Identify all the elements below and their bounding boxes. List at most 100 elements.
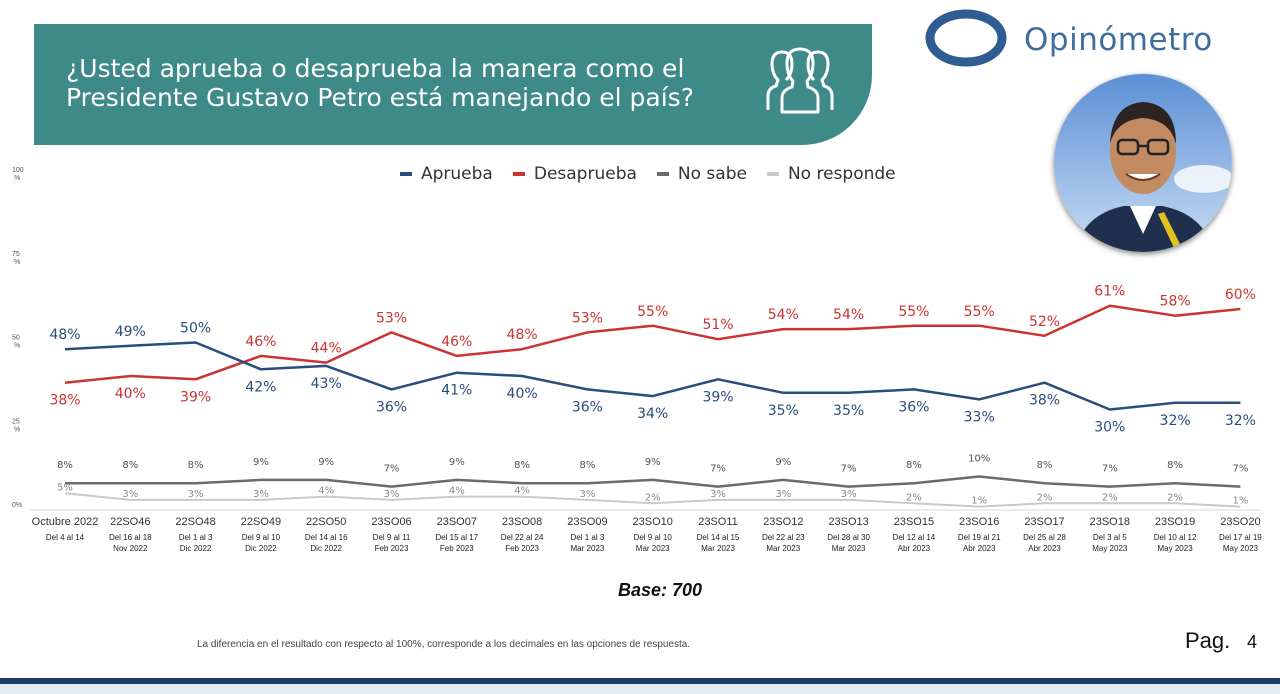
y-tick-label: 50%	[12, 335, 20, 350]
data-label-no-sabe: 8%	[1037, 460, 1053, 471]
data-label-aprueba: 32%	[1160, 413, 1191, 429]
x-sublabel: Del 10 al 12	[1154, 533, 1197, 542]
data-label-no-sabe: 10%	[968, 454, 990, 465]
data-label-aprueba: 36%	[572, 399, 603, 415]
data-label-no-responde: 3%	[253, 489, 269, 500]
x-sublabel: May 2023	[1223, 544, 1259, 553]
data-label-aprueba: 40%	[507, 386, 538, 402]
data-label-desaprueba: 54%	[768, 307, 799, 323]
x-sublabel: Del 22 al 23	[762, 533, 805, 542]
series-line-aprueba	[64, 341, 1241, 411]
data-label-aprueba: 30%	[1094, 420, 1125, 436]
president-photo	[1054, 74, 1232, 252]
data-label-no-responde: 5%	[57, 482, 73, 493]
x-sublabel: Feb 2023	[440, 544, 474, 553]
x-sublabel: Dic 2022	[310, 544, 342, 553]
data-label-no-responde: 4%	[318, 486, 334, 497]
data-label-desaprueba: 48%	[507, 327, 538, 343]
data-label-no-responde: 1%	[971, 496, 987, 507]
x-sublabel: Del 17 al 19	[1219, 533, 1262, 542]
x-tick-label: 23SO16	[959, 516, 999, 528]
data-label-aprueba: 38%	[1029, 393, 1060, 409]
x-tick-label: 23SO17	[1024, 516, 1064, 528]
series-line-no-responde	[64, 492, 1241, 508]
data-label-no-responde: 3%	[384, 489, 400, 500]
page-number: 4	[1247, 632, 1258, 652]
x-sublabel: Mar 2023	[636, 544, 670, 553]
x-sublabel: Del 14 al 15	[697, 533, 740, 542]
data-label-no-sabe: 8%	[906, 460, 922, 471]
x-sublabel: Abr 2023	[1028, 544, 1061, 553]
x-tick-label: 23SO07	[437, 516, 477, 528]
data-label-aprueba: 42%	[245, 379, 276, 395]
x-sublabel: Del 9 al 11	[373, 533, 411, 542]
x-sublabel: Del 28 al 30	[827, 533, 870, 542]
y-tick-label: 25%	[12, 418, 20, 433]
brand-name: Opinómetro	[1024, 22, 1213, 58]
x-sublabel: Del 4 al 14	[46, 533, 85, 542]
data-label-desaprueba: 51%	[702, 317, 733, 333]
data-label-no-sabe: 7%	[1232, 464, 1248, 475]
x-sublabel: Mar 2023	[766, 544, 800, 553]
x-tick-label: 23SO18	[1090, 516, 1130, 528]
x-tick-label: 22SO50	[306, 516, 346, 528]
data-label-aprueba: 50%	[180, 321, 211, 337]
data-label-desaprueba: 44%	[311, 341, 342, 357]
data-label-desaprueba: 60%	[1225, 287, 1256, 303]
opinometro-logo: Opinómetro	[922, 8, 1242, 72]
approval-line-chart: 0% 25 % 50 % 75 % 100 % 48% 49% 50% 42% 43% 36% 41% 40% 3…	[12, 167, 1262, 553]
data-label-desaprueba: 54%	[833, 307, 864, 323]
data-label-aprueba: 35%	[768, 403, 799, 419]
question-title: ¿Usted aprueba o desaprueba la manera co…	[66, 54, 694, 112]
data-label-no-sabe: 8%	[57, 460, 73, 471]
data-label-aprueba: 49%	[115, 324, 146, 340]
data-label-no-responde: 3%	[122, 489, 138, 500]
y-tick-label: 100%	[12, 167, 24, 182]
legend-swatch-no-sabe	[656, 172, 669, 176]
data-label-no-responde: 2%	[1167, 492, 1183, 503]
legend-swatch-aprueba	[400, 172, 412, 176]
footnote: La diferencia en el resultado con respec…	[197, 639, 691, 650]
series-line-desaprueba	[64, 304, 1241, 384]
x-tick-label: 23SO11	[698, 516, 738, 528]
x-tick-label: 23SO12	[763, 516, 803, 528]
x-tick-label: 23SO06	[371, 516, 411, 528]
data-label-no-sabe: 8%	[514, 460, 530, 471]
x-tick-label: 23SO09	[567, 516, 607, 528]
legend-swatch-no-responde	[766, 172, 779, 176]
data-label-aprueba: 43%	[311, 376, 342, 392]
x-sublabel: Abr 2023	[898, 544, 931, 553]
legend-label-desaprueba: Desaprueba	[533, 164, 637, 184]
logo-ring-icon	[925, 9, 1007, 67]
data-label-no-sabe: 9%	[775, 457, 791, 468]
data-label-no-sabe: 7%	[841, 464, 857, 475]
x-sublabel: Del 3 al 5	[1093, 533, 1127, 542]
y-tick-label: 0%	[12, 502, 22, 509]
footer-bar	[0, 678, 1280, 684]
data-label-desaprueba: 55%	[964, 304, 995, 320]
data-label-aprueba: 33%	[964, 409, 995, 425]
data-label-aprueba: 48%	[49, 327, 80, 343]
data-label-no-sabe: 8%	[579, 460, 595, 471]
people-group-icon	[766, 47, 834, 114]
x-tick-label: 23SO20	[1220, 516, 1260, 528]
data-label-no-responde: 2%	[1037, 492, 1053, 503]
footer-bar-light	[0, 684, 1280, 694]
x-tick-label: 23SO15	[894, 516, 934, 528]
data-label-no-sabe: 7%	[710, 464, 726, 475]
data-label-aprueba: 34%	[637, 406, 668, 422]
x-sublabel: Del 9 al 10	[242, 533, 281, 542]
legend-item-aprueba: Aprueba	[400, 164, 493, 184]
x-sublabel: Feb 2023	[505, 544, 539, 553]
title-banner: ¿Usted aprueba o desaprueba la manera co…	[34, 24, 872, 145]
data-label-no-sabe: 8%	[122, 460, 138, 471]
x-sublabel: Del 1 al 3	[571, 533, 605, 542]
x-sublabel: Mar 2023	[832, 544, 866, 553]
x-sublabel: Del 25 al 28	[1023, 533, 1066, 542]
data-label-desaprueba: 40%	[115, 386, 146, 402]
page-label: Pag.	[1185, 628, 1231, 653]
data-label-no-sabe: 8%	[188, 460, 204, 471]
x-sublabel: Mar 2023	[571, 544, 605, 553]
data-label-no-responde: 4%	[449, 486, 465, 497]
data-label-aprueba: 41%	[441, 383, 472, 399]
